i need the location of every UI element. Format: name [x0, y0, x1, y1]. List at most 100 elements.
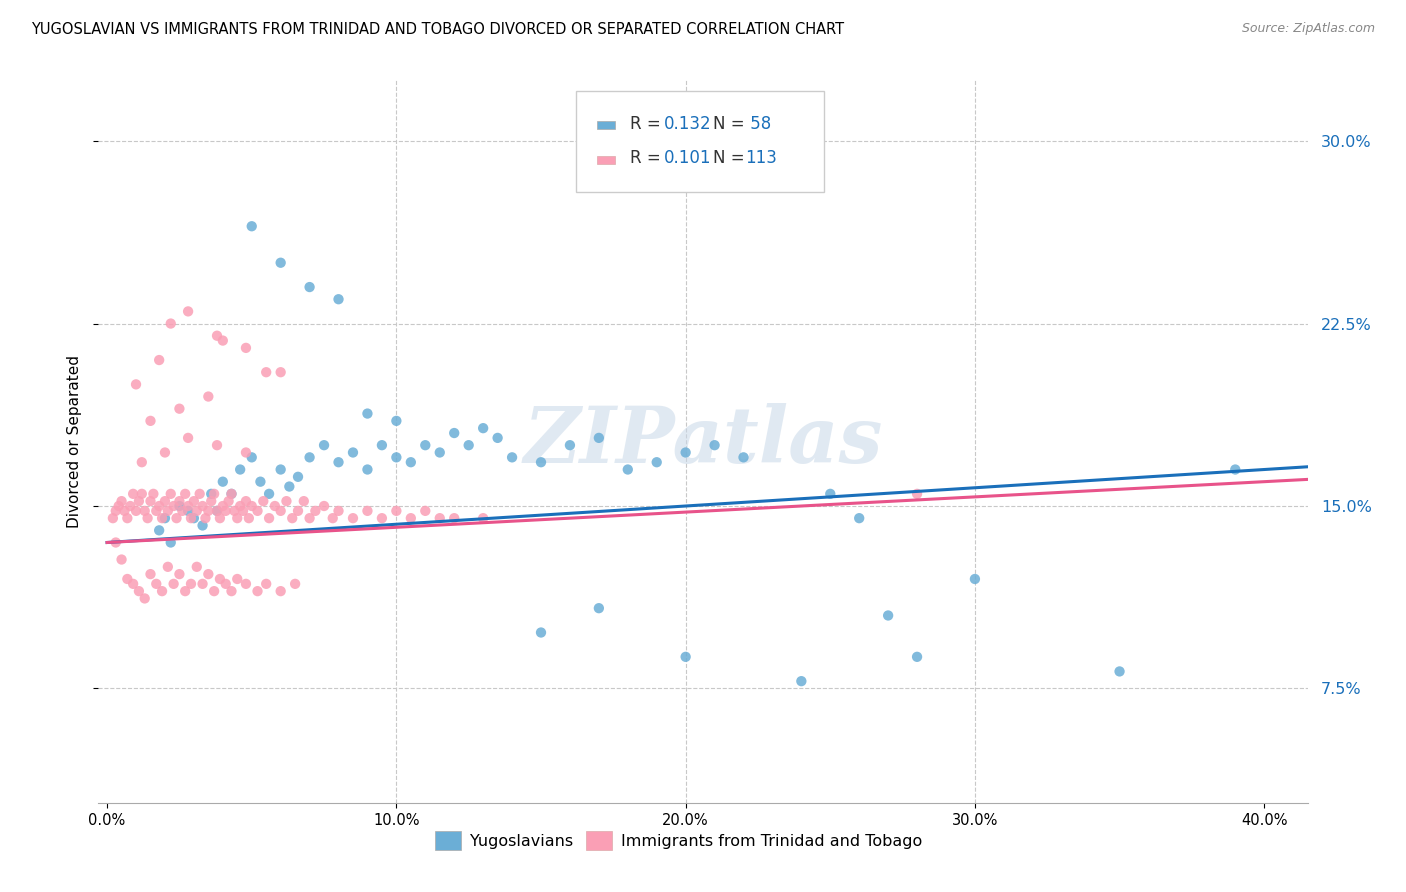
Point [229, 462, 252, 476]
Point [169, 567, 191, 582]
Point [174, 487, 197, 501]
Point [134, 591, 156, 606]
FancyBboxPatch shape [596, 156, 614, 164]
Point [342, 445, 364, 459]
Point [197, 390, 219, 404]
Point [276, 494, 298, 508]
Point [235, 341, 257, 355]
Point [166, 511, 188, 525]
Point [246, 584, 269, 599]
Point [820, 487, 842, 501]
Point [142, 487, 165, 501]
Point [1108, 665, 1130, 679]
Point [232, 504, 254, 518]
Legend: Yugoslavians, Immigrants from Trinidad and Tobago: Yugoslavians, Immigrants from Trinidad a… [429, 825, 929, 856]
Point [162, 577, 184, 591]
Point [254, 577, 277, 591]
Point [101, 511, 124, 525]
Point [104, 535, 127, 549]
Point [117, 511, 139, 525]
Point [197, 504, 219, 518]
Point [145, 504, 167, 518]
Point [790, 674, 813, 689]
Point [131, 455, 153, 469]
FancyBboxPatch shape [576, 91, 824, 193]
Point [205, 504, 228, 518]
Point [169, 494, 191, 508]
Point [221, 584, 243, 599]
Point [356, 407, 378, 421]
Point [159, 487, 181, 501]
Point [703, 438, 725, 452]
Point [186, 559, 208, 574]
Point [205, 438, 228, 452]
Point [877, 608, 900, 623]
Point [153, 445, 176, 459]
Point [385, 504, 408, 518]
Point [139, 414, 162, 428]
Point [139, 494, 162, 508]
Point [136, 511, 159, 525]
Point [122, 577, 145, 591]
Point [150, 584, 173, 599]
Point [645, 455, 668, 469]
Text: ZIPatlas: ZIPatlas [523, 403, 883, 480]
Point [211, 499, 233, 513]
Point [197, 567, 219, 582]
Point [191, 499, 214, 513]
Point [159, 317, 181, 331]
Point [191, 518, 214, 533]
Point [177, 431, 200, 445]
Point [186, 504, 208, 518]
Point [328, 504, 350, 518]
FancyBboxPatch shape [596, 121, 614, 129]
Point [963, 572, 986, 586]
Point [617, 462, 640, 476]
Point [246, 504, 269, 518]
Point [322, 511, 344, 525]
Point [211, 334, 233, 348]
Point [191, 577, 214, 591]
Point [148, 499, 170, 513]
Point [224, 504, 246, 518]
Text: R =: R = [630, 115, 666, 133]
Point [180, 511, 202, 525]
Point [148, 353, 170, 368]
Point [215, 577, 238, 591]
Point [399, 455, 422, 469]
Point [281, 511, 304, 525]
Point [429, 511, 451, 525]
Point [208, 572, 231, 586]
Point [292, 494, 315, 508]
Point [205, 328, 228, 343]
Point [125, 504, 148, 518]
Text: R =: R = [630, 149, 666, 168]
Point [226, 511, 249, 525]
Point [472, 511, 495, 525]
Point [218, 494, 240, 508]
Point [399, 511, 422, 525]
Point [848, 511, 870, 525]
Point [202, 584, 225, 599]
Point [235, 494, 257, 508]
Point [104, 504, 127, 518]
Point [457, 438, 479, 452]
Point [148, 524, 170, 538]
Point [156, 504, 179, 518]
Point [287, 470, 309, 484]
Point [221, 487, 243, 501]
Point [588, 601, 610, 615]
Point [128, 584, 150, 599]
Text: N =: N = [713, 149, 749, 168]
Text: 0.101: 0.101 [664, 149, 711, 168]
Point [270, 584, 292, 599]
Point [278, 479, 301, 493]
Point [172, 504, 194, 518]
Point [200, 494, 222, 508]
Point [125, 377, 148, 392]
Text: YUGOSLAVIAN VS IMMIGRANTS FROM TRINIDAD AND TOBAGO DIVORCED OR SEPARATED CORRELA: YUGOSLAVIAN VS IMMIGRANTS FROM TRINIDAD … [31, 22, 844, 37]
Point [110, 552, 132, 566]
Point [287, 504, 309, 518]
Point [588, 431, 610, 445]
Text: 0.132: 0.132 [664, 115, 711, 133]
